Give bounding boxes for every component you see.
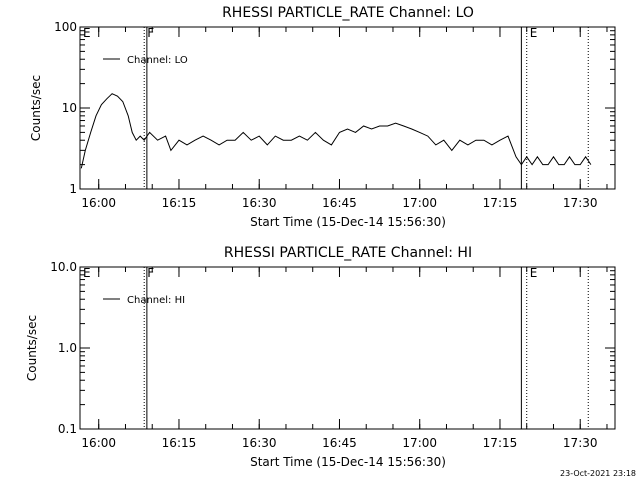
x-tick-label: 16:00 (81, 196, 116, 210)
x-ticks: 16:00 16:15 16:30 16:45 17:00 17:15 17:30 (81, 267, 608, 450)
chart-title: RHESSI PARTICLE_RATE Channel: HI (224, 245, 472, 261)
series-line (80, 93, 592, 169)
flag-marker-label: F (147, 266, 154, 280)
chart-panel-hi: RHESSI PARTICLE_RATE Channel: HI Counts/… (25, 245, 616, 469)
x-tick-label: 16:45 (322, 196, 357, 210)
x-axis-label: Start Time (15-Dec-14 15:56:30) (250, 455, 446, 469)
y-ticks: 0.1 1.0 10.0 (50, 260, 615, 436)
generation-timestamp: 23-Oct-2021 23:18 (560, 469, 636, 478)
x-tick-label: 16:30 (242, 436, 277, 450)
x-tick-label: 17:30 (563, 436, 598, 450)
y-ticks: 1 10 100 (54, 20, 615, 196)
y-tick-label: 10.0 (50, 260, 77, 274)
flag-marker-label: E (530, 266, 538, 280)
x-ticks: 16:00 16:15 16:30 16:45 17:00 17:15 17:30 (81, 27, 608, 210)
x-tick-label: 16:45 (322, 436, 357, 450)
x-tick-label: 17:15 (483, 196, 518, 210)
x-tick-label: 17:30 (563, 196, 598, 210)
flag-marker-label: E (83, 26, 91, 40)
legend: Channel: LO (103, 55, 188, 66)
x-tick-label: 16:00 (81, 436, 116, 450)
flag-marker-label: E (530, 26, 538, 40)
y-tick-label: 1 (69, 182, 77, 196)
x-tick-label: 16:30 (242, 196, 277, 210)
flag-marker-label: E (83, 266, 91, 280)
chart-title: RHESSI PARTICLE_RATE Channel: LO (222, 5, 474, 21)
y-axis-label: Counts/sec (25, 315, 39, 381)
y-tick-label: 100 (54, 20, 77, 34)
plot-frame (79, 266, 616, 430)
x-tick-label: 16:15 (162, 196, 197, 210)
legend: Channel: HI (103, 295, 185, 306)
chart-panel-lo: RHESSI PARTICLE_RATE Channel: LO Counts/… (29, 5, 616, 229)
y-tick-label: 0.1 (58, 422, 77, 436)
y-axis-label: Counts/sec (29, 75, 43, 141)
x-tick-label: 16:15 (162, 436, 197, 450)
x-tick-label: 17:00 (402, 436, 437, 450)
x-tick-label: 17:15 (483, 436, 518, 450)
plot-frame (79, 26, 616, 190)
legend-label: Channel: HI (127, 295, 185, 306)
series-group (80, 93, 592, 169)
y-tick-label: 1.0 (58, 341, 77, 355)
flag-marker-label: F (147, 26, 154, 40)
legend-label: Channel: LO (127, 55, 188, 66)
y-tick-label: 10 (62, 101, 77, 115)
x-axis-label: Start Time (15-Dec-14 15:56:30) (250, 215, 446, 229)
x-tick-label: 17:00 (402, 196, 437, 210)
